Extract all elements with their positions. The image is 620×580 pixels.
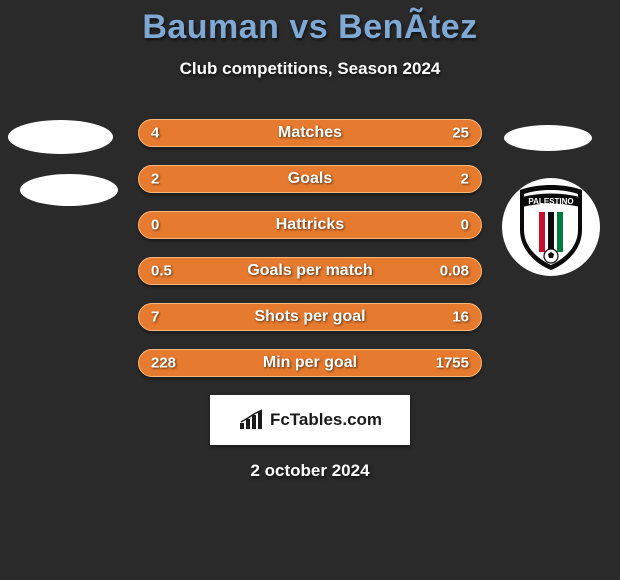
svg-text:PALESTINO: PALESTINO: [528, 197, 573, 206]
stat-value-right: 2: [461, 171, 469, 188]
stat-label: Min per goal: [263, 354, 357, 372]
player-right-avatar-placeholder: [504, 125, 592, 151]
palestino-shield-icon: PALESTINO: [512, 182, 590, 272]
stat-label: Goals: [288, 170, 332, 188]
stat-value-left: 0: [151, 217, 159, 234]
stat-label: Matches: [278, 124, 342, 142]
stat-value-left: 0.5: [151, 263, 172, 280]
stat-value-right: 0: [461, 217, 469, 234]
page-title: Bauman vs BenÃ­tez: [0, 8, 620, 47]
stat-value-left: 7: [151, 309, 159, 326]
stat-value-right: 16: [452, 309, 469, 326]
stat-row: 0 Hattricks 0: [138, 211, 482, 239]
stat-value-right: 25: [452, 125, 469, 142]
stat-value-left: 4: [151, 125, 159, 142]
stat-row: 0.5 Goals per match 0.08: [138, 257, 482, 285]
brand-box: FcTables.com: [210, 395, 410, 445]
subtitle: Club competitions, Season 2024: [0, 59, 620, 79]
stat-value-left: 2: [151, 171, 159, 188]
brand-text: FcTables.com: [270, 410, 382, 430]
stat-value-right: 0.08: [440, 263, 469, 280]
stat-value-right: 1755: [436, 355, 469, 372]
stat-label: Goals per match: [247, 262, 372, 280]
club-crest: PALESTINO: [502, 178, 600, 276]
stat-value-left: 228: [151, 355, 176, 372]
stat-label: Shots per goal: [254, 308, 365, 326]
date-text: 2 october 2024: [0, 461, 620, 481]
player-left-avatar-placeholder-2: [20, 174, 118, 206]
stat-row: 2 Goals 2: [138, 165, 482, 193]
stat-row: 7 Shots per goal 16: [138, 303, 482, 331]
stat-label: Hattricks: [276, 216, 344, 234]
stat-rows: 4 Matches 25 2 Goals 2 0 Hattricks 0 0.5 Goals per…: [138, 119, 482, 377]
stat-row: 4 Matches 25: [138, 119, 482, 147]
stat-row: 228 Min per goal 1755: [138, 349, 482, 377]
fctables-logo-icon: [238, 409, 266, 431]
player-left-avatar-placeholder-1: [8, 120, 113, 154]
